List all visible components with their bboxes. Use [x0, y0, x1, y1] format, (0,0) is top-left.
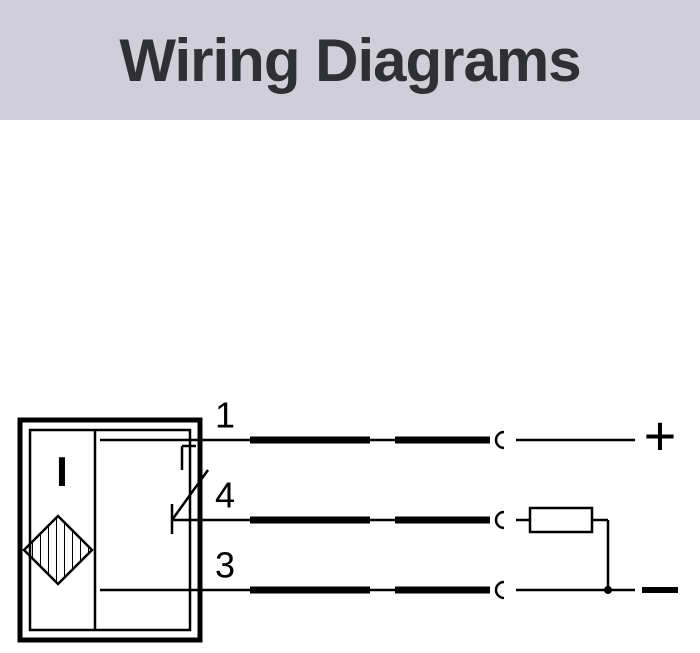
header-bar: Wiring Diagrams: [0, 0, 700, 120]
terminal-label-1: 1: [215, 395, 235, 436]
sensor-diamond-symbol: [24, 516, 92, 584]
load-resistor: [530, 508, 592, 532]
wiring-diagram: I 1 4 3 +: [0, 120, 700, 653]
terminal-label-4: 4: [215, 475, 235, 516]
wiring-diagram-svg: I 1 4 3 +: [0, 120, 700, 653]
page-title: Wiring Diagrams: [119, 26, 580, 95]
polarity-plus: +: [644, 404, 677, 467]
terminal-label-3: 3: [215, 545, 235, 586]
sensor-type-label: I: [56, 448, 68, 495]
